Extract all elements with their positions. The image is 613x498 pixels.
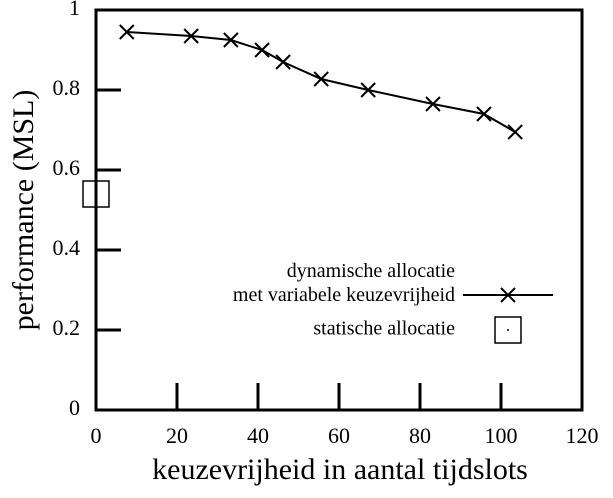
y-axis-label: performance (MSL): [7, 90, 40, 331]
plot-frame: [94, 8, 584, 412]
x-marker: [223, 32, 239, 48]
data-line: [126, 31, 516, 133]
y-tick-label: 0: [69, 395, 80, 420]
x-marker: [507, 124, 523, 140]
x-marker: [183, 28, 199, 44]
x-marker: [119, 24, 135, 40]
x-marker: [425, 96, 441, 112]
x-tick-label: 80: [409, 423, 431, 448]
x-marker: [500, 287, 516, 303]
x-marker: [360, 82, 376, 98]
x-marker: [254, 42, 270, 58]
x-tick-label: 40: [247, 423, 269, 448]
y-tick-label: 0.2: [53, 315, 81, 340]
x-marker: [313, 71, 329, 87]
x-tick-label: 100: [485, 423, 518, 448]
square-marker: [82, 180, 110, 208]
square-marker: [494, 316, 522, 344]
square-outline: [494, 316, 522, 344]
x-tick-label: 60: [328, 423, 350, 448]
legend-label: dynamische allocatie met variabele keuze…: [232, 260, 455, 306]
square-dot: [95, 193, 97, 195]
y-tick-label: 0.6: [53, 155, 81, 180]
y-tick-label: 0.8: [53, 75, 81, 100]
x-marker: [275, 54, 291, 70]
x-tick-label: 0: [91, 423, 102, 448]
y-tick-label: 1: [69, 0, 80, 20]
square-outline: [82, 180, 110, 208]
legend-label: statische allocatie: [313, 318, 455, 340]
y-tick-label: 0.4: [53, 235, 81, 260]
square-dot: [507, 329, 509, 331]
x-axis-label: keuzevrijheid in aantal tijdslots: [152, 453, 528, 486]
x-tick-label: 120: [566, 423, 599, 448]
x-marker: [476, 106, 492, 122]
x-tick-label: 20: [166, 423, 188, 448]
